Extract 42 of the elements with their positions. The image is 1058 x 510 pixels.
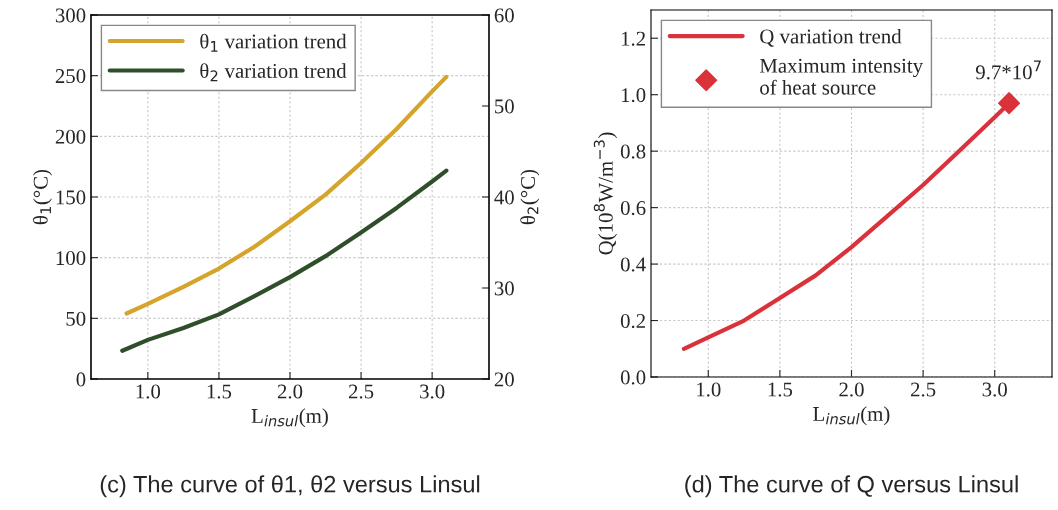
y-tick-label: 250 — [55, 69, 86, 84]
x-tick-label: 1.5 — [768, 382, 793, 397]
y-tick-label: 0 — [76, 372, 86, 387]
y-tick-label: 0.2 — [620, 313, 645, 329]
annotation: 9.7*10$^{7}$ — [975, 60, 1041, 80]
y-tick-label: 0.4 — [620, 257, 646, 272]
text: (d) The curve of Q versus Linsul — [685, 475, 1018, 498]
y2-tick-label: 40 — [494, 190, 514, 205]
legend-label: θ$_{1}$ variation trend — [200, 33, 347, 52]
line-series — [120, 168, 449, 353]
y-tick-label: 1.0 — [621, 88, 646, 103]
legend-label: Q variation trend — [760, 28, 902, 47]
x-tick-label: 2.5 — [348, 384, 374, 399]
legend-label: θ$_{2}$ variation trend — [200, 63, 347, 82]
y2-axis-title: θ$_{2}$(°C) — [520, 169, 540, 225]
y-tick-label: 300 — [55, 8, 86, 23]
x-axis-title: L$_{insul}$(m) — [251, 408, 328, 428]
x-tick-label: 2.0 — [277, 384, 303, 399]
x-tick-label: 2.0 — [839, 382, 864, 397]
y-tick-label: 0.8 — [620, 144, 646, 159]
y-axis-title: Q(10$^{8}$W/m$^{−3}$) — [593, 132, 618, 255]
legend-label: Maximum intensity of heat source — [759, 58, 924, 95]
x-tick-label: 2.5 — [911, 382, 936, 397]
text: (c) The curve of θ1, θ2 versus Linsul — [100, 475, 480, 498]
y-tick-label: 150 — [56, 190, 86, 205]
y2-tick-label: 20 — [494, 372, 514, 387]
y2-tick-label: 60 — [494, 8, 514, 23]
y-axis-title: θ$_{1}$(°C) — [32, 169, 52, 225]
x-tick-label: 1.0 — [136, 384, 161, 399]
y-tick-label: 100 — [56, 251, 86, 266]
x-axis-title: L$_{insul}$(m) — [813, 406, 890, 426]
y-tick-label: 50 — [66, 311, 86, 326]
y-tick-label: 1.2 — [621, 31, 645, 46]
x-tick-label: 1.5 — [207, 384, 232, 399]
x-tick-label: 3.0 — [420, 384, 445, 399]
y-tick-label: 200 — [55, 129, 86, 144]
y-tick-label: 0.6 — [620, 200, 646, 216]
x-tick-label: 1.0 — [697, 382, 721, 397]
x-tick-label: 3.0 — [982, 382, 1007, 397]
y-tick-label: 0.0 — [620, 370, 646, 385]
y2-tick-label: 50 — [495, 99, 514, 114]
y2-tick-label: 30 — [494, 281, 514, 296]
